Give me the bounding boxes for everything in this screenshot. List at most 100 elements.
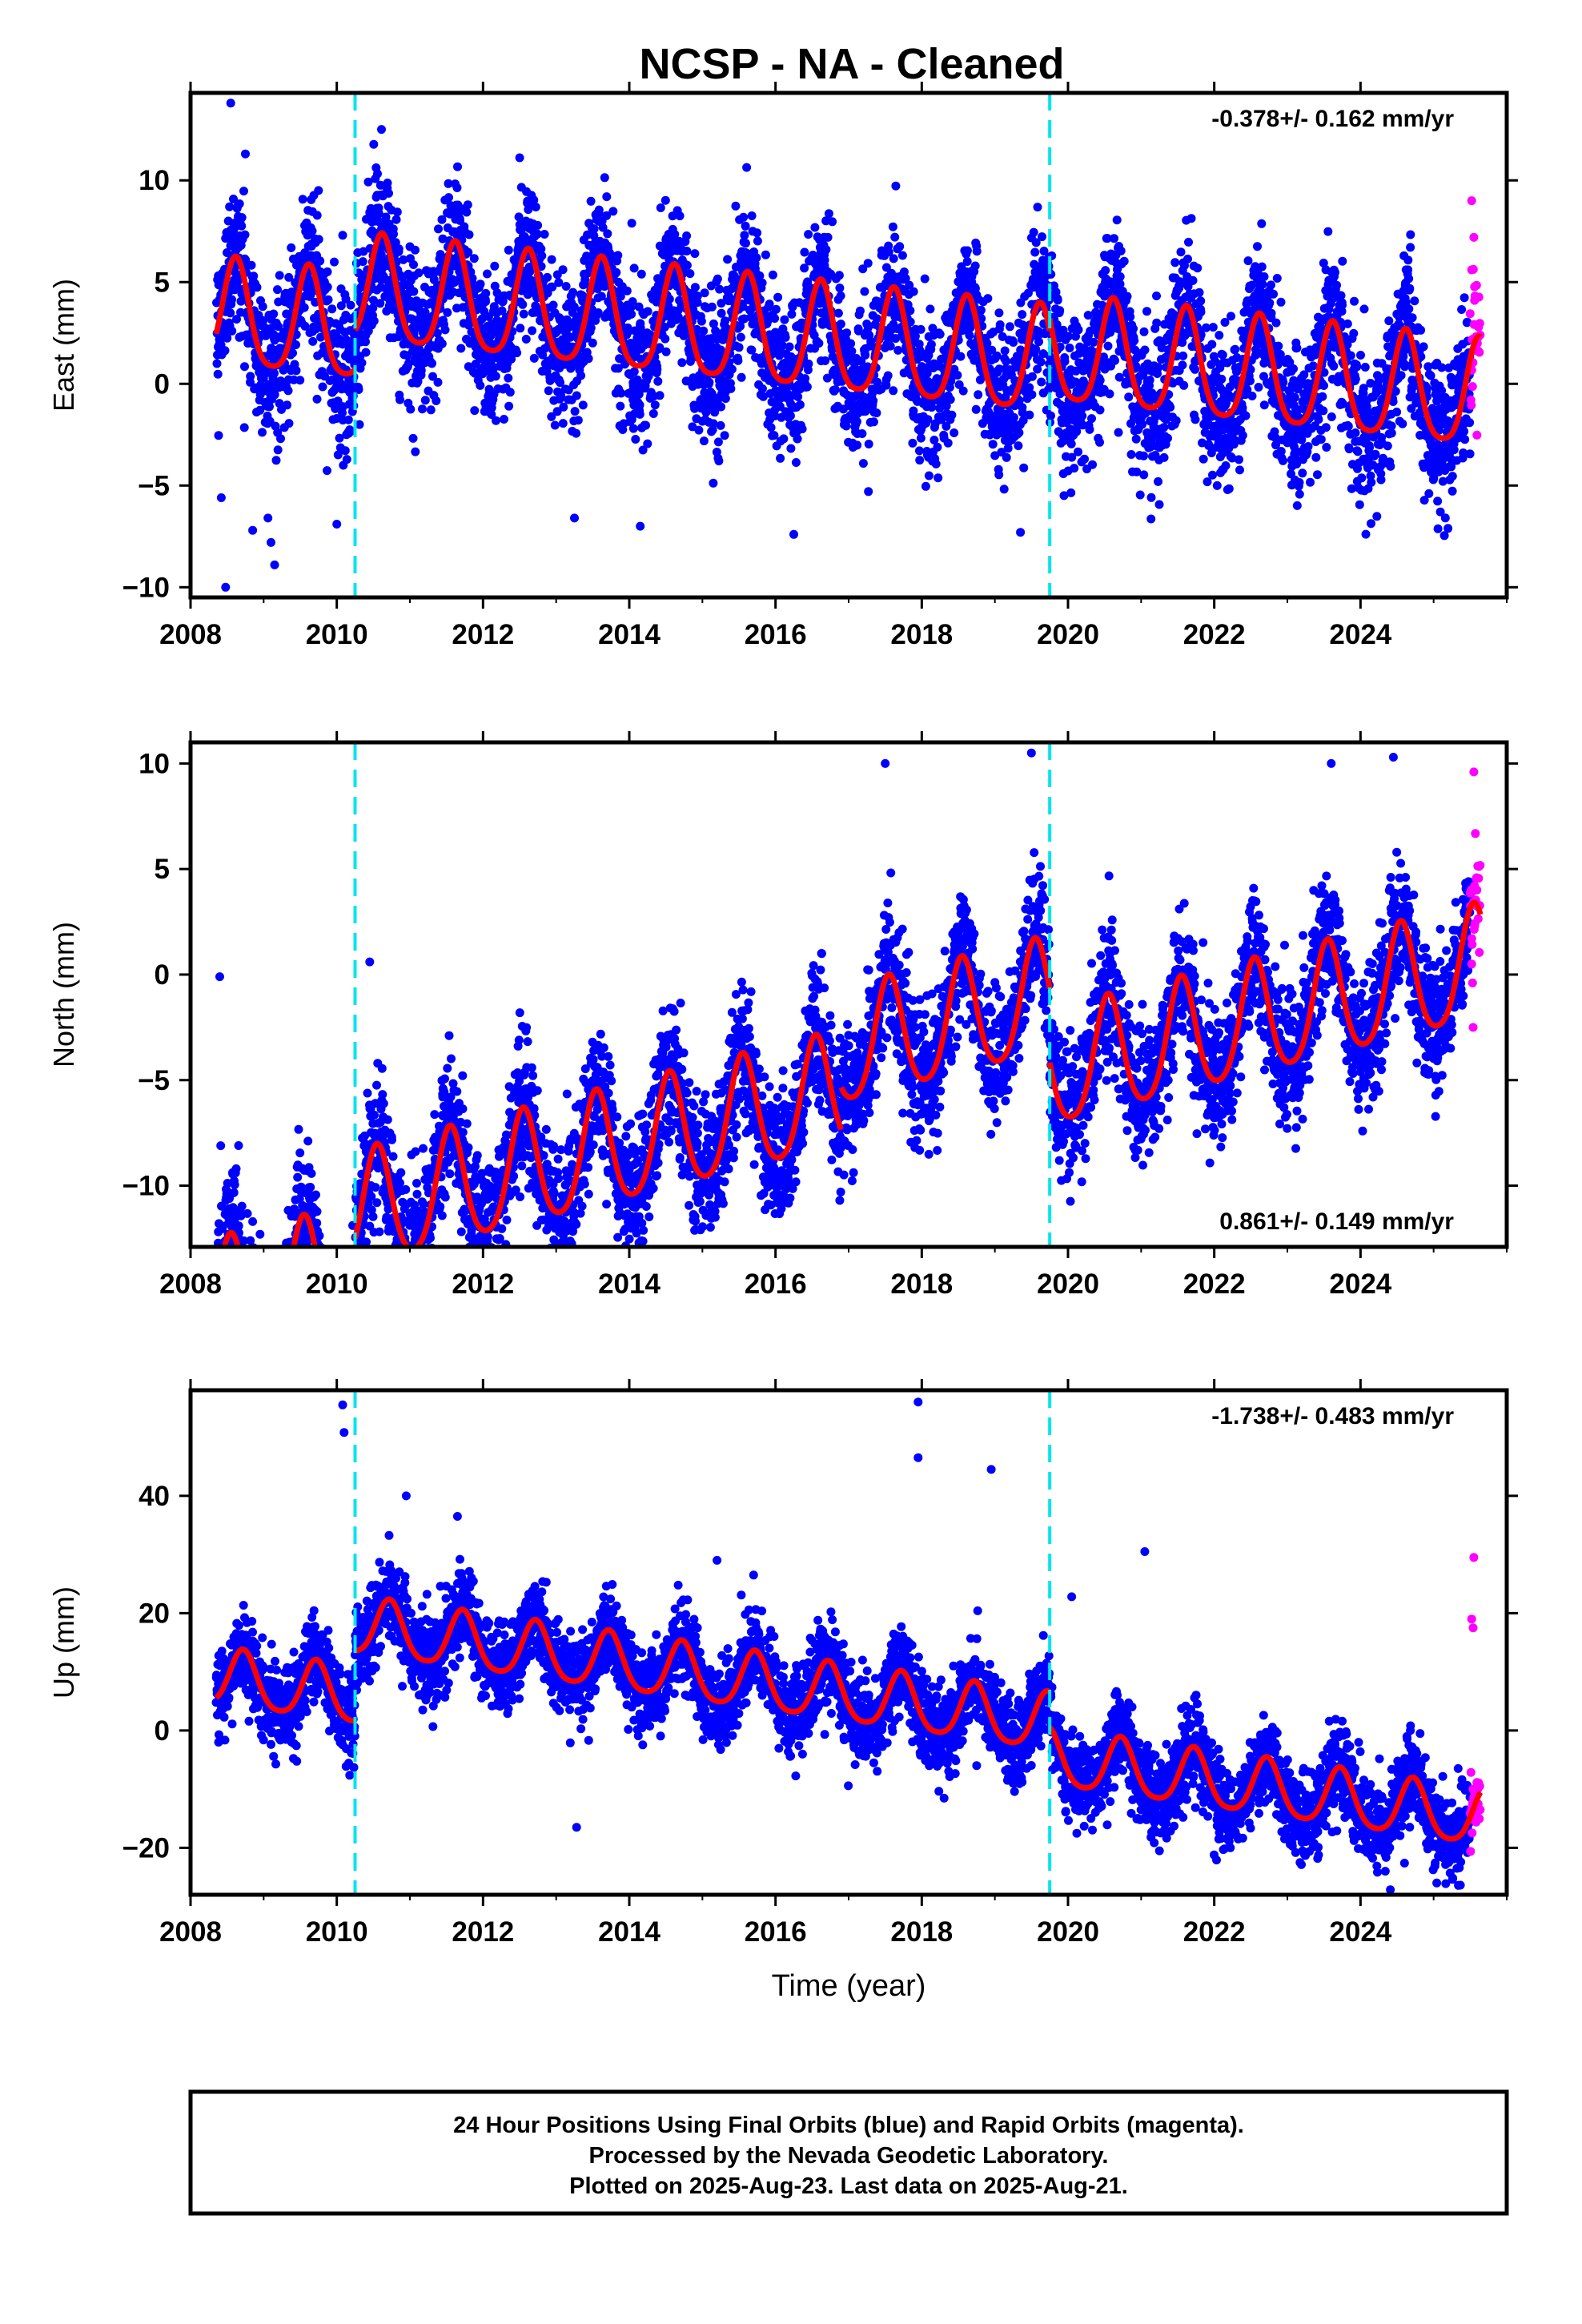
data-point — [752, 253, 761, 263]
data-point — [1346, 351, 1355, 360]
data-point — [270, 390, 279, 400]
data-point — [519, 309, 528, 319]
data-point — [741, 239, 750, 248]
data-point — [613, 251, 623, 260]
data-point — [665, 295, 674, 304]
data-point — [374, 209, 383, 219]
data-point — [1031, 344, 1041, 354]
data-point — [1130, 336, 1139, 345]
data-point — [376, 250, 386, 259]
data-point — [552, 407, 562, 416]
data-point — [357, 358, 367, 368]
data-point — [628, 297, 637, 307]
data-point — [761, 250, 770, 259]
data-point — [690, 283, 700, 292]
data-point — [537, 251, 547, 260]
data-point — [820, 255, 829, 265]
data-point — [276, 434, 285, 444]
data-point — [369, 296, 378, 305]
data-point — [531, 203, 540, 211]
data-point — [1329, 361, 1339, 371]
data-point — [444, 193, 453, 203]
data-point — [1259, 272, 1269, 281]
data-point — [773, 292, 783, 302]
data-point — [1005, 322, 1014, 332]
data-point — [823, 232, 833, 242]
data-point — [895, 242, 905, 251]
data-point — [908, 438, 917, 448]
data-point — [693, 298, 702, 308]
data-point — [970, 261, 980, 271]
data-point — [505, 388, 515, 397]
data-point — [432, 328, 442, 338]
data-point — [673, 312, 683, 322]
data-point — [1088, 460, 1097, 469]
data-point — [470, 406, 480, 416]
data-point — [1241, 411, 1251, 420]
data-point — [283, 386, 293, 396]
data-point — [1235, 465, 1244, 475]
data-point — [556, 378, 565, 388]
data-point — [247, 260, 256, 270]
data-point — [596, 292, 606, 301]
data-point — [1311, 452, 1321, 462]
data-point — [354, 385, 363, 394]
data-point — [578, 400, 588, 410]
data-point — [828, 217, 837, 227]
data-point — [1066, 439, 1076, 448]
data-point — [1343, 421, 1353, 431]
data-point — [1027, 390, 1037, 400]
data-point — [781, 332, 790, 342]
data-point — [779, 434, 789, 444]
data-point — [1110, 234, 1118, 243]
data-point — [916, 433, 926, 443]
data-point — [983, 294, 993, 304]
data-point — [432, 396, 441, 405]
data-point — [699, 326, 709, 336]
data-point — [747, 211, 757, 220]
data-point — [852, 416, 861, 426]
data-point — [1087, 414, 1096, 424]
data-point — [1033, 203, 1042, 212]
data-point — [584, 354, 593, 364]
data-point — [615, 354, 624, 364]
data-point — [392, 207, 402, 217]
data-point — [714, 456, 724, 466]
data-point — [1124, 392, 1134, 402]
data-point — [920, 274, 930, 283]
data-point — [974, 390, 983, 400]
data-point — [342, 455, 351, 464]
data-point — [213, 369, 223, 379]
data-point — [391, 215, 401, 224]
data-point — [420, 396, 430, 405]
data-point — [613, 364, 623, 373]
data-point — [1019, 463, 1029, 472]
data-point — [1126, 450, 1136, 459]
data-point — [915, 456, 925, 465]
data-point — [1095, 405, 1105, 415]
data-point — [697, 316, 706, 326]
data-point — [1271, 318, 1281, 328]
data-point — [785, 411, 795, 420]
data-point — [780, 315, 789, 324]
data-point — [1060, 356, 1070, 366]
data-point — [795, 400, 805, 409]
data-point — [1095, 376, 1105, 385]
data-point — [283, 400, 291, 410]
data-point — [1195, 287, 1204, 297]
data-point — [1115, 272, 1125, 281]
data-point — [1279, 456, 1287, 465]
data-point — [1295, 489, 1304, 499]
data-point — [521, 335, 531, 344]
data-point — [629, 263, 639, 273]
data-point — [223, 333, 232, 343]
data-point — [361, 348, 371, 357]
data-point — [905, 306, 915, 316]
data-point — [693, 326, 702, 336]
data-point — [947, 410, 957, 420]
data-point — [368, 304, 378, 313]
data-point — [547, 412, 556, 421]
data-point — [721, 394, 730, 404]
data-point — [1319, 381, 1328, 390]
data-point — [800, 247, 809, 257]
